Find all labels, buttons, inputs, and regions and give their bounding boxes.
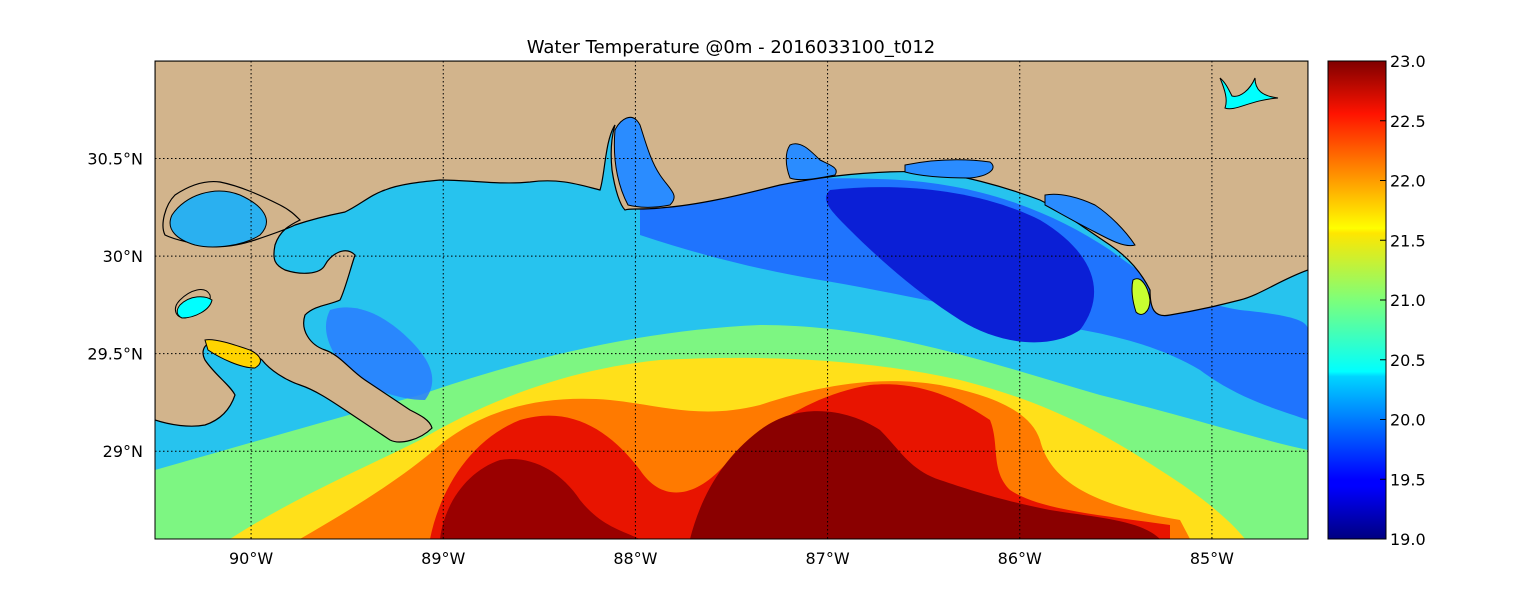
map-title: Water Temperature @0m - 2016033100_t012 (527, 37, 936, 58)
lake-northeast (1219, 77, 1279, 110)
bay-east-yellow (1131, 278, 1151, 315)
lat-tick-label: 30°N (103, 247, 143, 266)
lat-tick-label: 29°N (103, 442, 143, 461)
lon-tick-label: 85°W (1190, 549, 1234, 568)
colorbar-tick-label: 20.0 (1390, 411, 1426, 430)
map-gridlines (155, 61, 1308, 539)
colorbar-tick-label: 19.0 (1390, 530, 1426, 549)
choctawhatchee-bay (904, 159, 994, 179)
lon-tick-label: 87°W (805, 549, 849, 568)
lake-pontchartrain (169, 190, 267, 248)
map-frame (154, 60, 1309, 540)
lat-tick-label: 30.5°N (87, 150, 143, 169)
pensacola-bay (785, 143, 837, 181)
colorbar-ticks: 19.0 19.5 20.0 20.5 21.0 21.5 22.0 22.5 23.0 (1380, 52, 1426, 549)
colorbar-tick-label: 23.0 (1390, 52, 1426, 71)
cool-field-darkblue (826, 187, 1095, 343)
longitude-tick-labels: 90°W 89°W 88°W 87°W 86°W 85°W (229, 549, 1234, 568)
mobile-bay (613, 116, 675, 208)
colorbar: 19.0 19.5 20.0 20.5 21.0 21.5 22.0 22.5 23.0 (1327, 52, 1426, 549)
lat-tick-label: 29.5°N (87, 345, 143, 364)
lon-tick-label: 88°W (613, 549, 657, 568)
lake-maurepas (176, 296, 213, 319)
colorbar-tick-label: 19.5 (1390, 470, 1426, 489)
st-andrew-bay (1044, 193, 1136, 247)
colorbar-tick-label: 22.5 (1390, 112, 1426, 131)
colorbar-tick-label: 21.0 (1390, 291, 1426, 310)
land-mainland (155, 61, 1308, 443)
map-area (155, 61, 1308, 539)
colorbar-tick-label: 22.0 (1390, 172, 1426, 191)
lon-tick-label: 90°W (229, 549, 273, 568)
colorbar-gradient (1327, 60, 1387, 540)
warm-field-darkred-west (440, 459, 640, 539)
lon-tick-label: 89°W (421, 549, 465, 568)
bay-west-yellow (204, 339, 261, 369)
colorbar-tick-label: 20.5 (1390, 351, 1426, 370)
warm-field-darkred (690, 411, 1160, 539)
colorbar-tick-label: 21.5 (1390, 231, 1426, 250)
latitude-tick-labels: 30.5°N 30°N 29.5°N 29°N (87, 150, 143, 462)
lon-tick-label: 86°W (998, 549, 1042, 568)
